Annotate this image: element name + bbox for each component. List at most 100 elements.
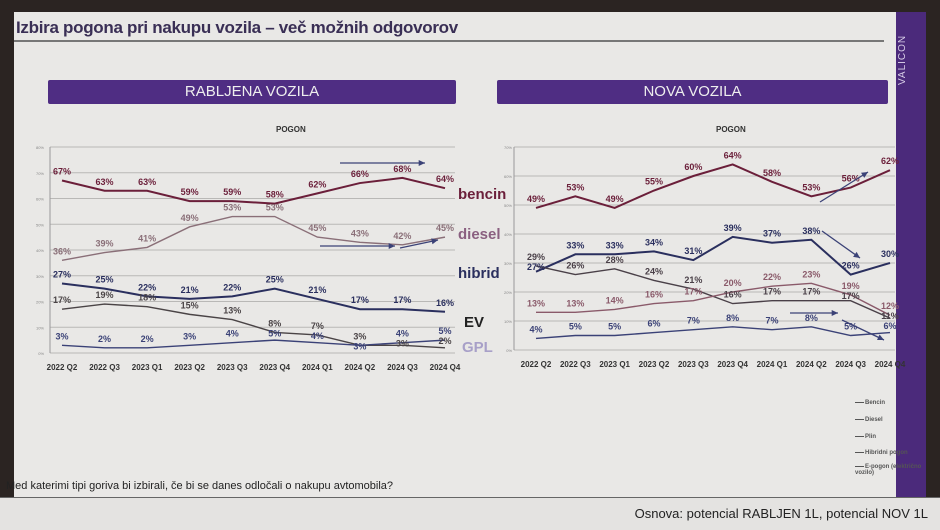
legend-item-diesel: Diesel — [855, 417, 883, 423]
footer — [0, 498, 940, 530]
y-tick-label: 30% — [36, 274, 44, 279]
data-label: 15% — [181, 300, 199, 310]
data-label: 4% — [529, 324, 542, 334]
legend-label: Bencin — [865, 400, 886, 406]
data-label: 3% — [396, 339, 409, 349]
data-label: 30% — [881, 249, 899, 259]
data-label: 63% — [138, 177, 156, 187]
trend-arrow-head — [418, 159, 425, 167]
data-label: 62% — [881, 156, 899, 166]
data-label: 17% — [842, 291, 860, 301]
side-label-diesel: diesel — [458, 226, 501, 243]
data-label: 22% — [763, 272, 781, 282]
x-tick-label: 2022 Q2 — [47, 363, 78, 372]
x-tick-label: 2024 Q4 — [430, 363, 461, 372]
side-label-ev: EV — [464, 314, 485, 331]
data-label: 34% — [645, 237, 663, 247]
data-label: 41% — [138, 233, 156, 243]
data-label: 63% — [96, 177, 114, 187]
data-label: 22% — [138, 282, 156, 292]
data-label: 64% — [724, 150, 742, 160]
y-tick-label: 60% — [504, 174, 512, 179]
x-tick-label: 2023 Q2 — [174, 363, 205, 372]
data-label: 55% — [645, 177, 663, 187]
data-label: 31% — [684, 246, 702, 256]
series-line-bencin — [61, 176, 446, 205]
data-label: 5% — [569, 322, 582, 332]
y-tick-label: 30% — [504, 261, 512, 266]
data-label: 4% — [226, 329, 239, 339]
data-label: 45% — [308, 223, 326, 233]
title-divider — [14, 40, 884, 42]
data-label: 8% — [268, 318, 281, 328]
data-label: 3% — [353, 331, 366, 341]
data-label: 45% — [436, 223, 454, 233]
series-line-hibridni — [535, 235, 891, 276]
data-label: 28% — [606, 255, 624, 265]
slide-title: Izbira pogona pri nakupu vozila – več mo… — [16, 18, 458, 37]
data-label: 6% — [883, 321, 896, 331]
data-label: 3% — [55, 331, 68, 341]
data-label: 24% — [645, 266, 663, 276]
data-label: 2% — [438, 336, 451, 346]
data-label: 13% — [527, 298, 545, 308]
survey-question: Med katerimi tipi goriva bi izbirali, če… — [6, 480, 394, 492]
x-tick-label: 2023 Q4 — [259, 363, 290, 372]
data-label: 64% — [436, 174, 454, 184]
trend-arrow-head — [877, 334, 884, 341]
legend-item-e-pogon: E-pogon (električno vozilo) — [855, 464, 925, 476]
data-label: 39% — [96, 239, 114, 249]
y-tick-label: 0% — [38, 351, 44, 356]
data-label: 25% — [266, 275, 284, 285]
data-label: 11% — [881, 311, 899, 321]
left-chart-subtitle: POGON — [276, 125, 306, 134]
data-label: 26% — [842, 261, 860, 271]
x-tick-label: 2023 Q3 — [217, 363, 248, 372]
data-label: 3% — [183, 331, 196, 341]
data-label: 5% — [438, 326, 451, 336]
data-label: 33% — [566, 240, 584, 250]
data-label: 49% — [181, 213, 199, 223]
series-line-e-pogon — [61, 339, 446, 349]
data-label: 53% — [566, 182, 584, 192]
x-tick-label: 2024 Q3 — [387, 363, 418, 372]
legend-item-plin: Plin — [855, 434, 876, 440]
trend-arrow — [399, 239, 439, 249]
x-tick-label: 2024 Q1 — [757, 360, 788, 369]
x-tick-label: 2023 Q1 — [599, 360, 630, 369]
legend-label: Hibridni pogon — [865, 450, 908, 456]
data-label: 20% — [724, 278, 742, 288]
data-label: 68% — [393, 164, 411, 174]
data-label: 12% — [881, 301, 899, 311]
data-label: 13% — [223, 306, 241, 316]
trend-arrow-head — [388, 242, 395, 250]
data-label: 58% — [763, 168, 781, 178]
y-tick-label: 60% — [36, 197, 44, 202]
legend-item-hibrid: Hibridni pogon — [855, 450, 908, 456]
x-tick-label: 2024 Q4 — [875, 360, 906, 369]
trend-arrow-head — [853, 251, 860, 258]
legend-label: Diesel — [865, 417, 883, 423]
trend-arrow-head — [431, 238, 438, 245]
x-tick-label: 2024 Q2 — [345, 363, 376, 372]
data-label: 4% — [396, 329, 409, 339]
data-label: 33% — [606, 240, 624, 250]
y-tick-label: 40% — [504, 232, 512, 237]
legend-label: E-pogon (električno vozilo) — [855, 464, 922, 476]
data-label: 39% — [724, 223, 742, 233]
series-line-plin — [535, 326, 891, 340]
y-tick-label: 10% — [504, 319, 512, 324]
data-label: 8% — [726, 313, 739, 323]
data-label: 19% — [842, 281, 860, 291]
footer-divider — [0, 497, 940, 498]
data-label: 2% — [98, 334, 111, 344]
data-label: 7% — [765, 316, 778, 326]
series-line-bencin — [535, 163, 891, 209]
series-line-plin — [61, 303, 446, 349]
y-tick-label: 70% — [36, 171, 44, 176]
data-label: 62% — [308, 179, 326, 189]
data-label: 66% — [351, 169, 369, 179]
data-label: 17% — [393, 295, 411, 305]
y-tick-label: 10% — [36, 325, 44, 330]
data-label: 27% — [527, 262, 545, 272]
